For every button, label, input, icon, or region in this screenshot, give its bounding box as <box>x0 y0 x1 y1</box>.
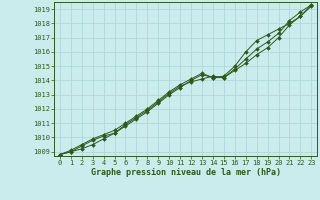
X-axis label: Graphe pression niveau de la mer (hPa): Graphe pression niveau de la mer (hPa) <box>91 168 281 177</box>
